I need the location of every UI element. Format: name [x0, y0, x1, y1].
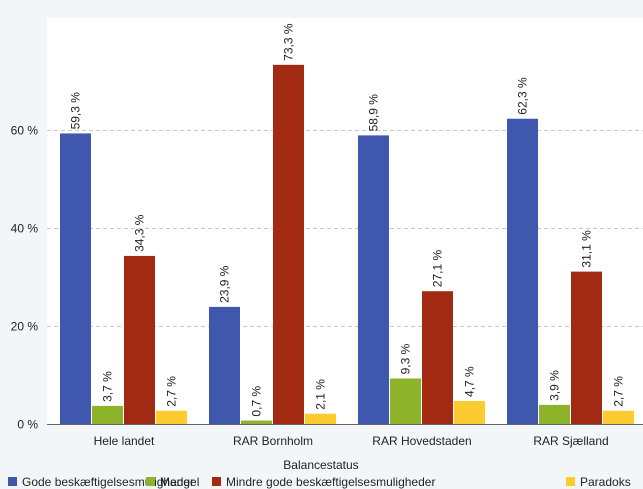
- bar-value-label: 3,9 %: [548, 370, 562, 401]
- x-tick-label: RAR Hovedstaden: [372, 434, 471, 448]
- bar: [390, 378, 421, 424]
- bar: [571, 271, 602, 424]
- bar-value-label: 73,3 %: [282, 23, 296, 61]
- bar-value-label: 9,3 %: [399, 343, 413, 374]
- legend-swatch: [8, 477, 17, 486]
- x-tick-label: RAR Bornholm: [233, 434, 313, 448]
- bar-value-label: 59,3 %: [69, 92, 83, 130]
- bar-value-label: 0,7 %: [250, 386, 264, 417]
- y-tick-label: 0 %: [17, 418, 38, 432]
- y-tick-labels: 0 % 20 % 40 % 60 %: [11, 124, 39, 432]
- legend-label: Mindre gode beskæftigelsesmuligheder: [226, 475, 435, 489]
- bar: [124, 255, 155, 424]
- bar-value-label: 31,1 %: [580, 230, 594, 268]
- legend-swatch: [566, 477, 575, 486]
- y-tick-label: 20 %: [11, 320, 39, 334]
- bar-value-label: 23,9 %: [218, 265, 232, 303]
- y-tick-label: 40 %: [11, 222, 39, 236]
- bar: [422, 291, 453, 424]
- x-tick-labels: Hele landet RAR Bornholm RAR Hovedstaden RA…: [94, 434, 609, 448]
- bar: [358, 135, 389, 424]
- y-tick-label: 60 %: [11, 124, 39, 138]
- x-axis-title: Balancestatus: [283, 458, 358, 472]
- legend-label: Paradoks: [580, 475, 631, 489]
- bar: [305, 413, 336, 424]
- bar: [603, 410, 634, 424]
- bar: [273, 64, 304, 424]
- bar: [507, 118, 538, 424]
- bar: [209, 306, 240, 424]
- bar-value-label: 62,3 %: [516, 77, 530, 115]
- bar: [92, 405, 123, 424]
- bar-value-label: 27,1 %: [431, 250, 445, 288]
- legend-swatch: [146, 477, 155, 486]
- bar-value-label: 4,7 %: [463, 366, 477, 397]
- bar: [60, 133, 91, 424]
- bar: [539, 404, 570, 424]
- bar-value-label: 2,7 %: [165, 376, 179, 407]
- bar-value-label: 2,1 %: [314, 379, 328, 410]
- bar-value-label: 34,3 %: [133, 214, 147, 252]
- bar: [156, 410, 187, 424]
- bars: 59,3 % 3,7 % 34,3 % 2,7 % 23,9 % 0,7 % 73,3 % 2…: [60, 23, 634, 424]
- legend-label: Mangel: [160, 475, 199, 489]
- bar: [454, 400, 485, 424]
- legend-swatch: [212, 477, 221, 486]
- x-tick-label: Hele landet: [94, 434, 155, 448]
- x-tick-label: RAR Sjælland: [533, 434, 608, 448]
- bar: [241, 420, 272, 424]
- bar-value-label: 2,7 %: [612, 376, 626, 407]
- bar-value-label: 58,9 %: [367, 94, 381, 132]
- bar-value-label: 3,7 %: [101, 371, 115, 402]
